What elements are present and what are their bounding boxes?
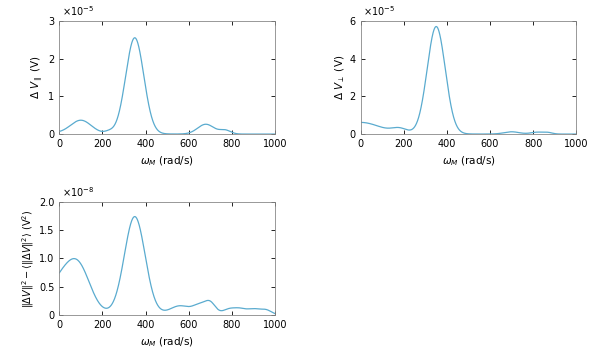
Y-axis label: $\Delta$ $V_{\perp}$ (V): $\Delta$ $V_{\perp}$ (V) <box>333 55 347 100</box>
Y-axis label: $\|\Delta V\|^2 - \langle\|\Delta V\|^2\rangle$ (V$^2$): $\|\Delta V\|^2 - \langle\|\Delta V\|^2\… <box>21 209 36 308</box>
Text: $\times10^{-5}$: $\times10^{-5}$ <box>363 4 395 18</box>
Y-axis label: $\Delta$ $V_{\parallel}$ (V): $\Delta$ $V_{\parallel}$ (V) <box>29 56 46 99</box>
Text: $\times10^{-8}$: $\times10^{-8}$ <box>62 185 94 198</box>
X-axis label: $\omega_M$ (rad/s): $\omega_M$ (rad/s) <box>441 154 495 168</box>
X-axis label: $\omega_M$ (rad/s): $\omega_M$ (rad/s) <box>140 154 194 168</box>
Text: $\times10^{-5}$: $\times10^{-5}$ <box>62 4 94 18</box>
X-axis label: $\omega_M$ (rad/s): $\omega_M$ (rad/s) <box>140 335 194 349</box>
